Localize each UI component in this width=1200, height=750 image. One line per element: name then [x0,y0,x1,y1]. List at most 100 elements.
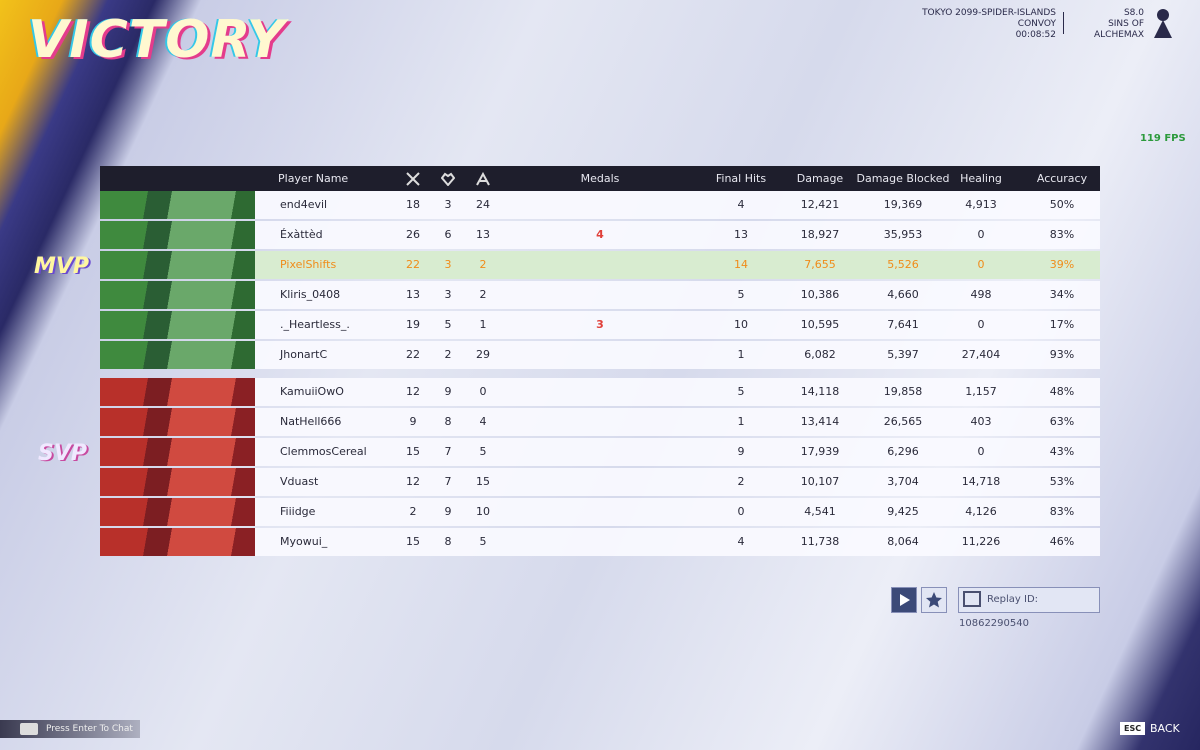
stat-d: 7 [444,475,452,488]
stat-accuracy: 83% [1049,505,1075,518]
stat-healing: 0 [977,445,985,458]
player-row[interactable]: Éxàttèd 26 6 13 4 13 18,927 35,953 0 83% [100,221,1100,249]
stat-damage: 10,595 [800,318,840,331]
player-row[interactable]: end4evil 18 3 24 4 12,421 19,369 4,913 50% [100,191,1100,219]
stat-a: 2 [479,288,487,301]
stat-accuracy: 50% [1049,198,1075,211]
stat-a: 2 [479,258,487,271]
stat-damage: 7,655 [804,258,836,271]
season-name: SINS OF ALCHEMAX [1094,19,1144,40]
stat-healing: 27,404 [961,348,1001,361]
stat-k: 22 [406,258,420,271]
player-name: NatHell666 [280,415,342,428]
favorite-button[interactable] [921,587,947,613]
stat-damage: 10,386 [800,288,840,301]
player-row[interactable]: KamuiiOwO 12 9 0 5 14,118 19,858 1,157 48% [100,378,1100,406]
stat-healing: 11,226 [961,535,1001,548]
stat-healing: 1,157 [965,385,997,398]
replay-icon [963,591,981,607]
stat-a: 29 [476,348,490,361]
player-name: PixelShifts [280,258,337,271]
season-info: S8.0 SINS OF ALCHEMAX [1068,8,1144,41]
col-damage: Damage [796,172,844,185]
stat-final-hits: 5 [737,385,745,398]
stat-d: 3 [444,258,452,271]
stat-k: 13 [406,288,420,301]
player-row[interactable]: Kliris_0408 13 3 2 5 10,386 4,660 498 34% [100,281,1100,309]
stat-blocked: 19,369 [883,198,923,211]
stat-accuracy: 17% [1049,318,1075,331]
stat-medals: 4 [596,228,604,241]
back-button[interactable]: BACK [1150,722,1180,735]
hero-portrait [100,438,255,466]
hero-portrait [100,528,255,556]
stat-healing: 498 [970,288,992,301]
stat-k: 15 [406,445,420,458]
stat-healing: 0 [977,318,985,331]
hero-portrait [100,191,255,219]
chat-hint: Press Enter To Chat [46,724,133,734]
stat-a: 15 [476,475,490,488]
stat-damage: 11,738 [800,535,840,548]
team-badge: SVP [38,441,87,466]
stat-k: 22 [406,348,420,361]
stat-medals: 3 [596,318,604,331]
col-blocked: Damage Blocked [856,172,950,185]
stat-accuracy: 48% [1049,385,1075,398]
player-row[interactable]: Myowui_ 15 8 5 4 11,738 8,064 11,226 46% [100,528,1100,556]
stat-a: 24 [476,198,490,211]
hero-portrait [100,408,255,436]
hero-portrait [100,468,255,496]
stat-final-hits: 1 [737,415,745,428]
stat-final-hits: 9 [737,445,745,458]
stat-d: 3 [444,288,452,301]
match-info: TOKYO 2099-SPIDER-ISLANDS CONVOY 00:08:5… [900,8,1056,41]
player-row[interactable]: Fiiidge 2 9 10 0 4,541 9,425 4,126 83% [100,498,1100,526]
stat-d: 3 [444,198,452,211]
player-row[interactable]: Vduast 12 7 15 2 10,107 3,704 14,718 53% [100,468,1100,496]
player-row[interactable]: NatHell666 9 8 4 1 13,414 26,565 403 63% [100,408,1100,436]
stat-healing: 403 [970,415,992,428]
season: S8.0 [1123,8,1144,18]
stat-healing: 4,126 [965,505,997,518]
stat-accuracy: 53% [1049,475,1075,488]
stat-k: 18 [406,198,420,211]
player-name: Vduast [280,475,319,488]
stat-damage: 13,414 [800,415,840,428]
stat-d: 9 [444,385,452,398]
stat-blocked: 3,704 [887,475,919,488]
stat-damage: 4,541 [804,505,836,518]
stat-damage: 18,927 [800,228,840,241]
player-row[interactable]: JhonartC 22 2 29 1 6,082 5,397 27,404 93% [100,341,1100,369]
play-button[interactable] [891,587,917,613]
stat-final-hits: 1 [737,348,745,361]
player-row[interactable]: PixelShifts 22 3 2 14 7,655 5,526 0 39% [100,251,1100,279]
deaths-icon [441,172,455,186]
player-row[interactable]: ClemmosCereal 15 7 5 9 17,939 6,296 0 43% [100,438,1100,466]
team-badge: MVP [34,254,90,279]
hero-portrait [100,498,255,526]
stat-d: 2 [444,348,452,361]
hero-portrait [100,378,255,406]
divider [1063,12,1064,34]
player-row[interactable]: ._Heartless_. 19 5 1 3 10 10,595 7,641 0 17% [100,311,1100,339]
stat-blocked: 9,425 [887,505,919,518]
player-name: Kliris_0408 [280,288,341,301]
stat-accuracy: 83% [1049,228,1075,241]
stat-healing: 14,718 [961,475,1001,488]
stat-k: 2 [409,505,417,518]
stat-k: 9 [409,415,417,428]
assists-icon [476,172,490,186]
mode: CONVOY [1017,19,1056,29]
stat-k: 12 [406,475,420,488]
replay-id: Replay ID: 10862290540 [959,594,1039,629]
star-icon [926,592,942,608]
player-name: Éxàttèd [280,228,323,241]
stat-a: 5 [479,535,487,548]
replay-button[interactable]: Replay ID: 10862290540 [958,587,1100,629]
stat-blocked: 8,064 [887,535,919,548]
stat-blocked: 6,296 [887,445,919,458]
fps: 119 FPS [1140,133,1186,144]
chat-bar[interactable]: Press Enter To Chat [0,720,140,738]
stat-blocked: 5,397 [887,348,919,361]
